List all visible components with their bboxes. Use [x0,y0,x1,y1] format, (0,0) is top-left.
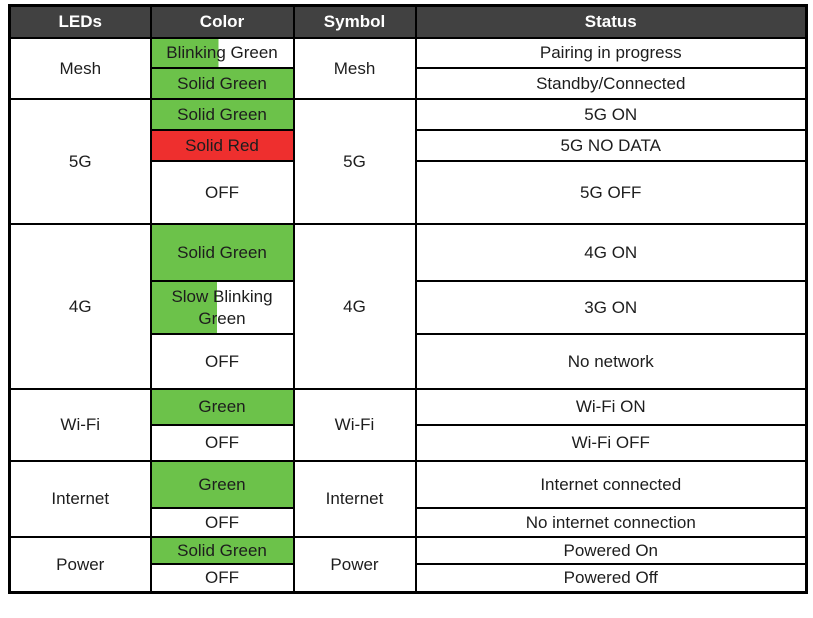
status-cell: 5G ON [414,98,808,131]
led-cell-internet: Internet [8,460,152,538]
status-cell: Powered Off [414,563,808,593]
status-cell: No network [414,333,808,390]
table-row: OFF Powered Off [10,563,808,593]
table-row: Solid Green Standby/Connected [10,67,808,100]
color-cell-green: Green [149,388,295,426]
table-row: OFF Wi-Fi OFF [10,424,808,462]
header-symbol: Symbol [292,4,417,39]
table-row: OFF No internet connection [10,507,808,538]
led-cell-power: Power [8,536,152,593]
status-cell: Powered On [414,536,808,565]
color-cell-blinking-green: Blinking Green [149,37,295,69]
status-cell: Internet connected [414,460,808,509]
status-cell: No internet connection [414,507,808,538]
table-header-row: LEDs Color Symbol Status [8,4,808,39]
table-row: Internet Green Internet Internet connect… [8,460,808,538]
status-cell: 4G ON [414,223,808,282]
table-row: 5G Solid Green 5G 5G ON [8,98,808,225]
symbol-cell-power: Power [292,536,417,593]
color-cell-slow-blinking-green: Slow Blinking Green [149,280,295,335]
table-row: Mesh Blinking Green Mesh Pairing in prog… [8,37,808,100]
table-row: OFF 5G OFF [10,160,808,225]
header-color: Color [149,4,295,39]
color-cell-solid-green: Solid Green [149,67,295,100]
status-cell: Wi-Fi ON [414,388,808,426]
color-cell-off: OFF [149,333,295,390]
table-row: 4G Solid Green 4G 4G ON [8,223,808,390]
color-cell-solid-green: Solid Green [149,223,295,282]
color-cell-solid-green: Solid Green [149,536,295,565]
led-status-table-container: LEDs Color Symbol Status Mesh Blinking G… [8,4,808,594]
symbol-cell-wifi: Wi-Fi [292,388,417,462]
header-leds: LEDs [8,4,152,39]
header-status: Status [414,4,808,39]
led-cell-wifi: Wi-Fi [8,388,152,462]
symbol-cell-4g: 4G [292,223,417,390]
color-cell-off: OFF [149,507,295,538]
table-row: Wi-Fi Green Wi-Fi Wi-Fi ON [8,388,808,462]
table-row: OFF No network [10,333,808,390]
status-cell: Standby/Connected [414,67,808,100]
color-cell-off: OFF [149,563,295,593]
symbol-cell-internet: Internet [292,460,417,538]
color-cell-solid-green: Solid Green [149,98,295,131]
table-row: Power Solid Green Power Powered On [8,536,808,593]
led-cell-mesh: Mesh [8,37,152,100]
table-row: Solid Red 5G NO DATA [10,129,808,162]
color-cell-solid-red: Solid Red [149,129,295,162]
status-cell: Pairing in progress [414,37,808,69]
color-cell-off: OFF [149,424,295,462]
status-cell: 5G OFF [414,160,808,225]
color-cell-green: Green [149,460,295,509]
led-cell-5g: 5G [8,98,152,225]
status-cell: 3G ON [414,280,808,335]
color-cell-off: OFF [149,160,295,225]
led-status-table: LEDs Color Symbol Status Mesh Blinking G… [8,4,808,594]
status-cell: 5G NO DATA [414,129,808,162]
led-cell-4g: 4G [8,223,152,390]
symbol-cell-5g: 5G [292,98,417,225]
status-cell: Wi-Fi OFF [414,424,808,462]
table-row: Slow Blinking Green 3G ON [10,280,808,335]
symbol-cell-mesh: Mesh [292,37,417,100]
